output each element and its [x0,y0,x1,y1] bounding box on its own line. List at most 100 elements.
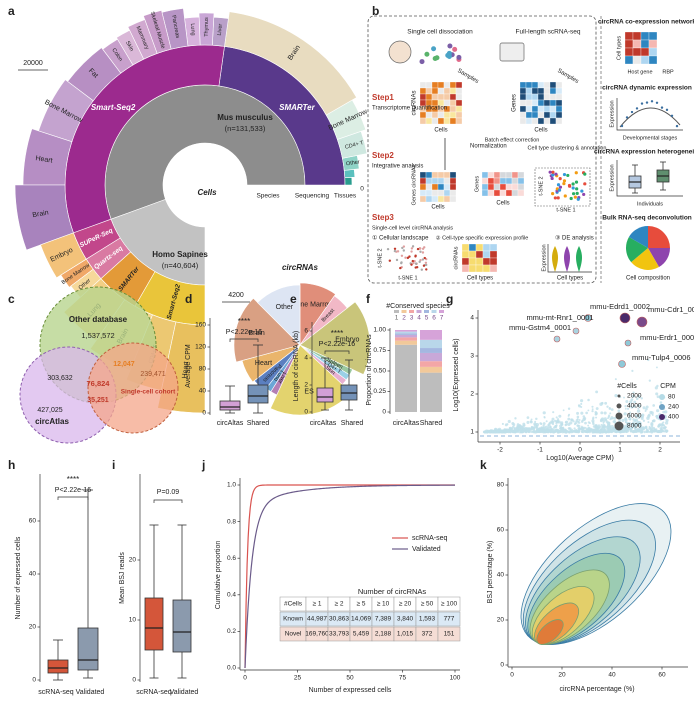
landscape-dot [410,247,414,250]
scatter-dot [617,409,621,413]
scatter-dot [614,378,617,381]
heatmap-cell [505,183,513,191]
landscape-dot [422,264,426,267]
scatter-dot [652,404,656,407]
scatter-dot [623,412,627,416]
landscape-dot [395,258,399,262]
scatter-dot [556,420,560,424]
pie-slice [631,248,659,270]
y-tick-label: 4 [304,355,308,362]
heatmap-cell [468,243,477,252]
heatmap-cell [632,55,642,65]
landscape-dot [418,260,421,264]
landscape-dot [411,259,415,263]
scatter-dot [663,430,666,433]
scatter-dot [562,428,565,431]
heatmap-cell [549,117,557,125]
scatter-dot [663,424,666,427]
label: 6 [432,315,436,322]
scatter-dot [628,414,632,417]
pie-label: Lung [272,369,284,382]
violin [552,246,558,272]
tsne-dot [556,196,560,200]
label: Log10(Average CPM) [546,455,614,462]
heatmap-cell [543,93,551,101]
heatmap-cell [531,99,539,107]
label: CPM [660,383,676,390]
label: Validated [76,689,105,696]
scatter-dot [506,429,511,433]
panel-letter: f [366,292,371,306]
stack-segment [395,333,417,335]
heatmap-cell [511,177,519,185]
label: Bulk RNA-seq deconvolution [602,215,692,222]
scatter-dot [578,419,581,421]
x-tick-label: 2 [658,447,662,454]
tissue-segment [343,168,356,178]
scatter-dot [647,421,650,424]
scatter-dot [540,426,543,429]
stack-segment [420,372,442,412]
scatter-dot [519,426,522,429]
y-tick-label: 20 [129,557,137,564]
tsne-dot [574,171,578,175]
scatter-dot [551,420,555,424]
scatter-dot [581,429,584,432]
landscape-dot [423,246,426,249]
trend-dot [635,107,639,110]
scatter-dot [606,428,610,432]
heatmap-cell [499,189,507,197]
x-tick-label: 20 [558,672,566,679]
label: circRNA co-expression network [598,19,694,26]
landscape-dot [421,251,425,254]
scatter-dot [623,426,627,430]
legend-swatch [409,310,414,313]
label: Shared [247,420,270,427]
label: Cell types [616,36,622,60]
scatter-dot [626,425,629,428]
scatter-dot [580,420,584,423]
x-tick-label: 0 [243,675,247,682]
scatter-dot [607,430,611,434]
heatmap-cell [519,99,527,107]
scatter-dot [656,384,659,388]
density-contour [536,619,564,645]
heatmap-cell [640,31,650,41]
y-tick-label: 0 [32,677,36,684]
scatter-dot [636,397,639,401]
tissue-label: Thymus [204,17,210,37]
heatmap-cell [640,39,650,49]
tsne-dot [575,191,579,195]
scatter-dot [541,429,545,432]
scatter-dot [603,411,607,415]
label: 12,047 [113,361,135,368]
tsne-dot [571,182,575,186]
landscape-dot [423,256,426,260]
scatter-dot [567,417,571,421]
scatter-dot [568,430,571,433]
scatter-dot [650,411,654,415]
scatter-dot [532,430,536,434]
scatter-dot [659,423,663,427]
heatmap-cell [482,257,491,266]
scatter-dot [531,427,535,431]
heatmap-cell [648,55,658,65]
scatter-dot [606,405,609,408]
landscape-dot [424,261,428,264]
landscape-dot [402,245,406,248]
heatmap-cell [519,117,527,125]
scatter-dot [632,404,636,408]
heatmap-cell [443,81,451,89]
heatmap-cell [425,87,433,95]
label: 4200 [228,292,244,299]
heatmap-cell [640,55,650,65]
scatter-dot [664,410,668,414]
label: Cells [434,128,447,134]
scatter-dot [576,415,580,419]
label: P<2.22e-16 [226,329,262,336]
label: Expression [609,100,615,127]
table-text: 44,987 [307,616,327,623]
label: t-SNE 1 [398,275,417,281]
scatter-dot [502,430,506,433]
heatmap-cell [525,99,533,107]
